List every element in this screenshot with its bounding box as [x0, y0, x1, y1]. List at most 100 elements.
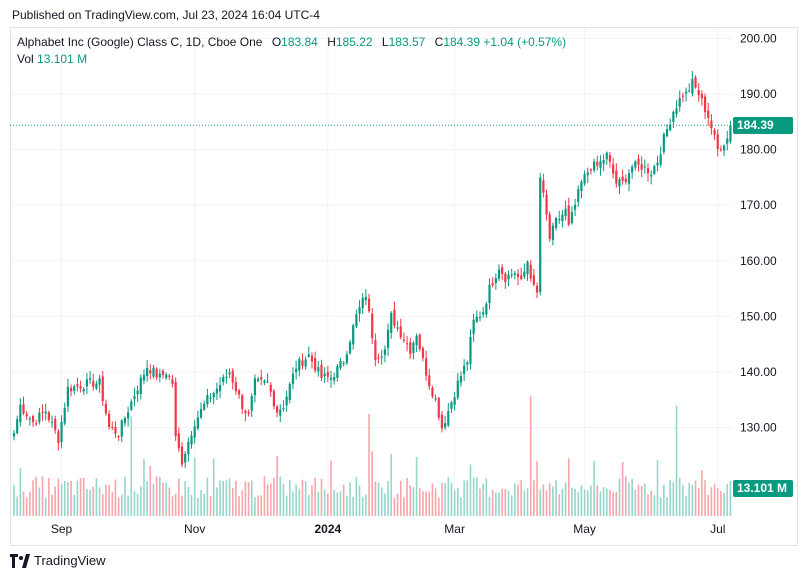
volume-bar	[590, 485, 592, 516]
volume-bar	[688, 482, 691, 516]
candle-body	[180, 446, 184, 465]
candle-body	[691, 78, 694, 94]
candle-body	[697, 89, 700, 96]
volume-bar	[602, 487, 605, 516]
volume-bar	[625, 476, 627, 516]
candle-body	[184, 453, 187, 463]
footer-brand-text: TradingView	[34, 553, 106, 568]
chart-frame[interactable]	[10, 27, 798, 546]
candle-body	[583, 174, 586, 184]
candle-body	[82, 389, 85, 392]
volume-bar	[380, 487, 383, 516]
candle-body	[314, 358, 317, 371]
volume-bar	[241, 490, 244, 516]
volume-bar	[263, 476, 266, 516]
volume-bar	[60, 484, 63, 516]
volume-bar	[269, 483, 272, 516]
volume-bar	[244, 481, 247, 516]
volume-bar	[304, 481, 307, 516]
volume-bar	[146, 481, 148, 516]
y-tick-label: 170.00	[740, 198, 777, 212]
candle-body	[146, 367, 149, 377]
candle-body	[475, 316, 478, 322]
candle-body	[447, 411, 450, 426]
candle-body	[142, 374, 146, 381]
volume-bar	[222, 481, 225, 516]
candle-body	[640, 164, 643, 170]
candle-body	[589, 169, 593, 171]
volume-bar	[254, 497, 256, 516]
candle-body	[149, 370, 152, 374]
volume-bar	[669, 480, 671, 516]
candle-body	[44, 411, 47, 414]
volume-bar	[279, 476, 282, 516]
candle-body	[326, 372, 329, 377]
volume-bar	[342, 484, 345, 516]
volume-bar	[685, 495, 687, 516]
volume-bar	[288, 480, 291, 516]
candle-body	[488, 284, 491, 303]
candle-body	[621, 176, 624, 181]
volume-bar	[412, 487, 415, 516]
candle-body	[497, 269, 501, 279]
volume-bar	[656, 460, 659, 516]
candle-body	[231, 370, 234, 383]
volume-bar	[482, 483, 484, 516]
candle-body	[526, 261, 529, 275]
volume-bar	[282, 483, 285, 516]
candle-body	[573, 204, 577, 210]
volume-bar	[250, 480, 253, 516]
candle-body	[329, 377, 333, 380]
candle-body	[669, 124, 672, 131]
volume-bar	[203, 493, 205, 516]
volume-bar	[155, 476, 158, 516]
candle-body	[269, 384, 272, 392]
candle-body	[529, 264, 532, 279]
chart-legend: Alphabet Inc (Google) Class C, 1D, Cboe …	[17, 35, 566, 49]
volume-bar	[159, 477, 161, 516]
volume-bar	[504, 488, 507, 516]
candle-body	[380, 356, 383, 358]
volume-bar	[472, 477, 475, 516]
volume-bar	[76, 480, 79, 516]
volume-bar	[701, 470, 703, 516]
volume-bar	[41, 476, 44, 516]
volume-bar	[571, 487, 573, 516]
candle-body	[440, 414, 444, 429]
candle-body	[301, 360, 304, 366]
volume-bar	[501, 488, 503, 516]
volume-bar	[247, 482, 250, 516]
volume-bar	[314, 477, 316, 516]
candle-body	[31, 416, 35, 422]
candle-body	[92, 381, 95, 387]
volume-bar	[564, 482, 567, 516]
volume-bar	[491, 489, 494, 516]
volume-bar	[517, 484, 519, 516]
candle-body	[355, 314, 358, 327]
candle-body	[285, 396, 288, 406]
candle-body	[69, 387, 73, 392]
candle-body	[542, 180, 545, 193]
volume-bar	[54, 486, 57, 516]
candle-body	[168, 375, 171, 377]
symbol-title: Alphabet Inc (Google) Class C, 1D, Cboe …	[17, 35, 263, 49]
volume-bar	[596, 485, 599, 516]
candle-body	[551, 225, 554, 240]
candle-body	[215, 388, 218, 394]
volume-bar	[495, 492, 497, 516]
volume-bar	[659, 497, 662, 516]
candle-body	[615, 170, 618, 184]
volume-bar	[418, 488, 421, 516]
candle-body	[507, 274, 510, 280]
candle-body	[390, 312, 393, 334]
volume-bar	[586, 490, 589, 516]
candle-body	[707, 110, 710, 118]
candle-body	[260, 377, 263, 380]
candle-body	[155, 368, 158, 378]
candle-body	[263, 380, 266, 383]
candle-body	[634, 161, 637, 168]
volume-bar	[114, 479, 117, 516]
candle-body	[165, 374, 168, 378]
candle-body	[79, 386, 82, 389]
